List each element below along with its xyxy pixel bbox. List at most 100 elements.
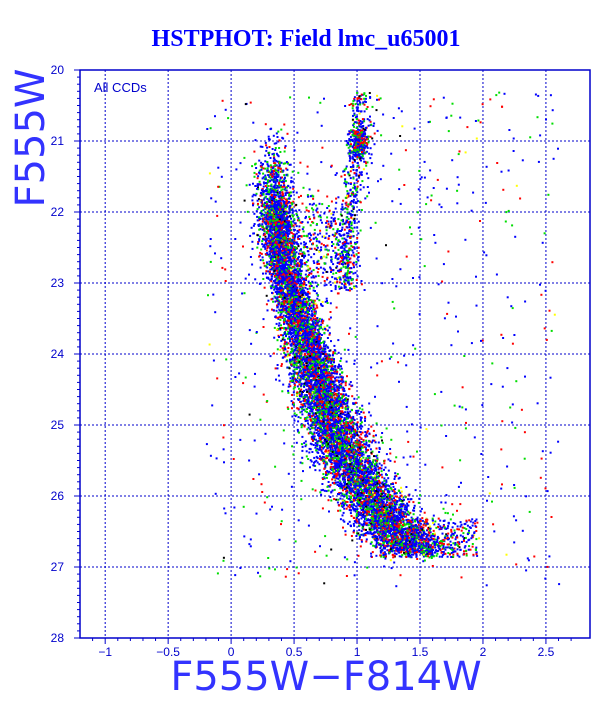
- data-point: [415, 549, 418, 552]
- data-point: [352, 424, 355, 427]
- data-point: [375, 475, 378, 478]
- data-point: [425, 539, 428, 541]
- data-point: [293, 284, 296, 287]
- data-point: [377, 527, 380, 530]
- data-point: [264, 216, 267, 219]
- data-point: [313, 427, 316, 430]
- data-point: [278, 379, 281, 382]
- data-point: [412, 501, 415, 504]
- data-point: [400, 549, 403, 552]
- data-point: [322, 453, 325, 456]
- data-point: [365, 439, 368, 442]
- data-point: [357, 441, 360, 444]
- data-point: [367, 490, 369, 493]
- data-point: [406, 513, 408, 516]
- data-point: [296, 325, 299, 328]
- data-point: [428, 526, 430, 529]
- data-point: [314, 421, 317, 424]
- data-point: [298, 263, 301, 266]
- data-point: [291, 407, 293, 410]
- data-point: [267, 276, 270, 279]
- data-point: [396, 495, 398, 498]
- data-point: [292, 228, 295, 231]
- data-point: [303, 280, 306, 283]
- data-point: [377, 468, 380, 471]
- data-point: [309, 418, 312, 421]
- data-point: [327, 449, 330, 452]
- data-point: [318, 415, 321, 418]
- data-point: [360, 523, 363, 526]
- data-point: [391, 490, 394, 493]
- data-point: [417, 521, 420, 524]
- data-point: [291, 403, 294, 406]
- data-point: [313, 331, 316, 334]
- data-point: [292, 369, 295, 372]
- data-point: [423, 511, 426, 514]
- data-point: [354, 482, 357, 485]
- data-point: [330, 499, 333, 502]
- data-point: [342, 511, 345, 514]
- data-point: [306, 355, 309, 358]
- data-point: [349, 460, 352, 463]
- data-point: [299, 296, 302, 299]
- data-point: [402, 456, 405, 459]
- data-point: [360, 533, 363, 536]
- data-point: [376, 488, 378, 490]
- data-point: [380, 473, 383, 476]
- data-point: [346, 398, 349, 401]
- data-point: [340, 453, 343, 456]
- data-point: [324, 434, 327, 437]
- data-point: [345, 360, 348, 363]
- data-point: [341, 514, 344, 517]
- data-point: [292, 453, 295, 456]
- data-point: [356, 463, 359, 466]
- data-point: [305, 335, 308, 338]
- data-point: [293, 330, 296, 333]
- data-point: [328, 444, 331, 447]
- data-point: [286, 289, 289, 292]
- data-point: [325, 344, 328, 347]
- data-point: [321, 434, 324, 437]
- data-point: [359, 495, 362, 498]
- data-point: [408, 493, 411, 496]
- data-point: [335, 406, 337, 409]
- data-point: [337, 477, 340, 480]
- data-point: [315, 459, 318, 462]
- data-point: [310, 427, 313, 430]
- data-point: [409, 530, 412, 532]
- data-point: [405, 515, 407, 518]
- data-point: [365, 524, 368, 527]
- data-point: [372, 502, 375, 505]
- data-point: [330, 443, 333, 446]
- data-point: [364, 443, 367, 446]
- data-point: [344, 530, 347, 533]
- data-point: [383, 523, 386, 526]
- data-point: [306, 322, 309, 325]
- data-point: [360, 446, 363, 449]
- data-point: [325, 471, 327, 473]
- data-point: [330, 374, 333, 376]
- data-point: [403, 522, 406, 525]
- data-point: [283, 355, 286, 358]
- data-point: [355, 409, 358, 412]
- data-point: [384, 538, 387, 541]
- data-point: [293, 293, 296, 296]
- data-point: [393, 491, 396, 494]
- data-point: [368, 481, 371, 484]
- data-point: [317, 370, 320, 373]
- data-point: [324, 450, 327, 453]
- data-point: [270, 265, 273, 268]
- data-point: [269, 247, 272, 249]
- data-point: [333, 387, 336, 390]
- data-point: [304, 298, 307, 301]
- data-point: [301, 282, 304, 285]
- data-point: [346, 497, 348, 499]
- data-point: [442, 544, 445, 547]
- data-point: [308, 285, 311, 288]
- data-point: [358, 470, 361, 473]
- data-point: [293, 403, 295, 406]
- data-point: [401, 554, 404, 557]
- data-point: [367, 471, 370, 474]
- data-point: [297, 235, 300, 238]
